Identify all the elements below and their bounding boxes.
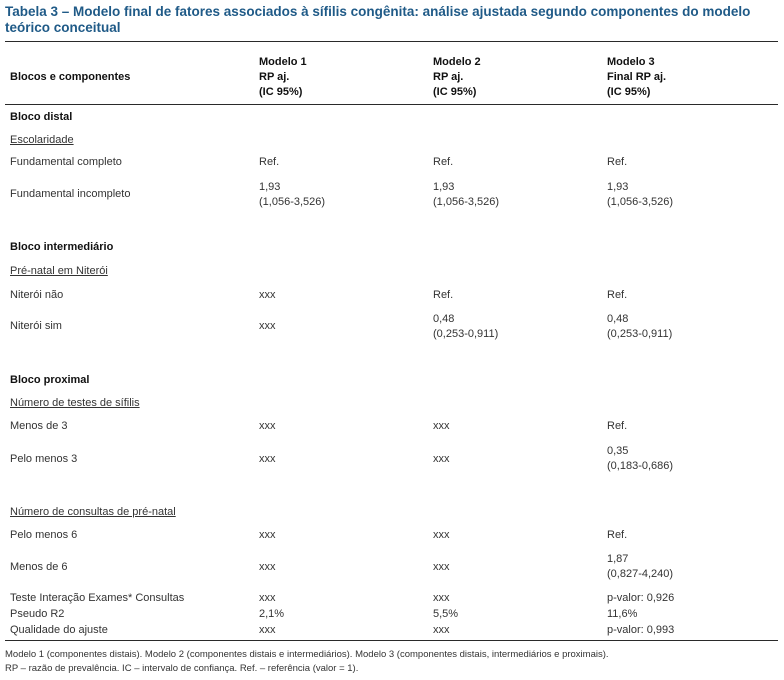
ci-cell: (0,253-0,911) bbox=[433, 328, 499, 340]
row-label: Menos de 3 bbox=[10, 420, 68, 432]
value-cell: Ref. bbox=[607, 420, 628, 432]
row-label: Fundamental completo bbox=[10, 156, 122, 168]
value-cell: p-valor: 0,926 bbox=[607, 592, 675, 604]
value-cell: xxx bbox=[433, 420, 450, 432]
value-cell: Ref. bbox=[433, 289, 454, 301]
row-label: Fundamental incompleto bbox=[10, 188, 131, 200]
value-cell: 0,35 bbox=[607, 445, 629, 457]
value-cell: 2,1% bbox=[259, 608, 285, 620]
value-cell: 1,93 bbox=[607, 181, 629, 193]
value-cell: p-valor: 0,993 bbox=[607, 624, 675, 636]
footnote-abbreviations: RP – razão de prevalência. IC – interval… bbox=[5, 663, 359, 674]
subgroup-label: Escolaridade bbox=[10, 134, 74, 146]
value-cell: xxx bbox=[259, 289, 276, 301]
row-label: Teste Interação Exames* Consultas bbox=[10, 592, 185, 604]
value-cell: 1,93 bbox=[433, 181, 455, 193]
block-label: Bloco distal bbox=[10, 111, 73, 123]
ci-cell: (1,056-3,526) bbox=[433, 196, 500, 208]
block-label: Bloco intermediário bbox=[10, 241, 114, 253]
value-cell: xxx bbox=[433, 624, 450, 636]
ci-cell: (1,056-3,526) bbox=[607, 196, 674, 208]
value-cell: Ref. bbox=[607, 156, 628, 168]
value-cell: 0,48 bbox=[607, 313, 629, 325]
header-modelo-2-ic: (IC 95%) bbox=[433, 86, 477, 98]
footnote-models: Modelo 1 (componentes distais). Modelo 2… bbox=[5, 649, 609, 660]
header-rule bbox=[5, 104, 778, 105]
subgroup-label: Número de testes de sífilis bbox=[10, 397, 140, 409]
value-cell: Ref. bbox=[433, 156, 454, 168]
header-blocos: Blocos e componentes bbox=[10, 71, 131, 83]
value-cell: xxx bbox=[259, 561, 276, 573]
value-cell: xxx bbox=[433, 592, 450, 604]
row-label: Pseudo R2 bbox=[10, 608, 65, 620]
value-cell: 5,5% bbox=[433, 608, 459, 620]
value-cell: xxx bbox=[259, 592, 276, 604]
value-cell: xxx bbox=[433, 529, 450, 541]
row-label: Qualidade do ajuste bbox=[10, 624, 108, 636]
ci-cell: (0,183-0,686) bbox=[607, 460, 674, 472]
row-label: Pelo menos 6 bbox=[10, 529, 78, 541]
header-modelo-2-rp: RP aj. bbox=[433, 71, 464, 83]
value-cell: 1,93 bbox=[259, 181, 281, 193]
value-cell: Ref. bbox=[607, 289, 628, 301]
ci-cell: (0,827-4,240) bbox=[607, 568, 674, 580]
value-cell: xxx bbox=[259, 529, 276, 541]
header-modelo-1-ic: (IC 95%) bbox=[259, 86, 303, 98]
row-label: Niterói não bbox=[10, 289, 64, 301]
value-cell: xxx bbox=[259, 420, 276, 432]
header-modelo-2-title: Modelo 2 bbox=[433, 56, 481, 68]
ci-cell: (1,056-3,526) bbox=[259, 196, 326, 208]
value-cell: Ref. bbox=[607, 529, 628, 541]
header-modelo-1-title: Modelo 1 bbox=[259, 56, 307, 68]
value-cell: xxx bbox=[433, 561, 450, 573]
row-label: Niterói sim bbox=[10, 320, 62, 332]
value-cell: 1,87 bbox=[607, 553, 629, 565]
top-rule bbox=[5, 41, 778, 42]
header-modelo-3-ic: (IC 95%) bbox=[607, 86, 651, 98]
ci-cell: (0,253-0,911) bbox=[607, 328, 673, 340]
value-cell: xxx bbox=[433, 453, 450, 465]
row-label: Menos de 6 bbox=[10, 561, 68, 573]
value-cell: 11,6% bbox=[607, 608, 638, 620]
block-label: Bloco proximal bbox=[10, 374, 90, 386]
value-cell: Ref. bbox=[259, 156, 280, 168]
bottom-rule bbox=[5, 640, 778, 641]
value-cell: 0,48 bbox=[433, 313, 455, 325]
subgroup-label: Pré-natal em Niterói bbox=[10, 265, 108, 277]
header-modelo-1-rp: RP aj. bbox=[259, 71, 290, 83]
value-cell: xxx bbox=[259, 453, 276, 465]
table-title: Tabela 3 – Modelo final de fatores assoc… bbox=[5, 4, 751, 35]
value-cell: xxx bbox=[259, 624, 276, 636]
header-modelo-3-rp: Final RP aj. bbox=[607, 71, 667, 83]
value-cell: xxx bbox=[259, 320, 276, 332]
row-label: Pelo menos 3 bbox=[10, 453, 78, 465]
subgroup-label: Número de consultas de pré-natal bbox=[10, 506, 176, 518]
header-modelo-3-title: Modelo 3 bbox=[607, 56, 655, 68]
